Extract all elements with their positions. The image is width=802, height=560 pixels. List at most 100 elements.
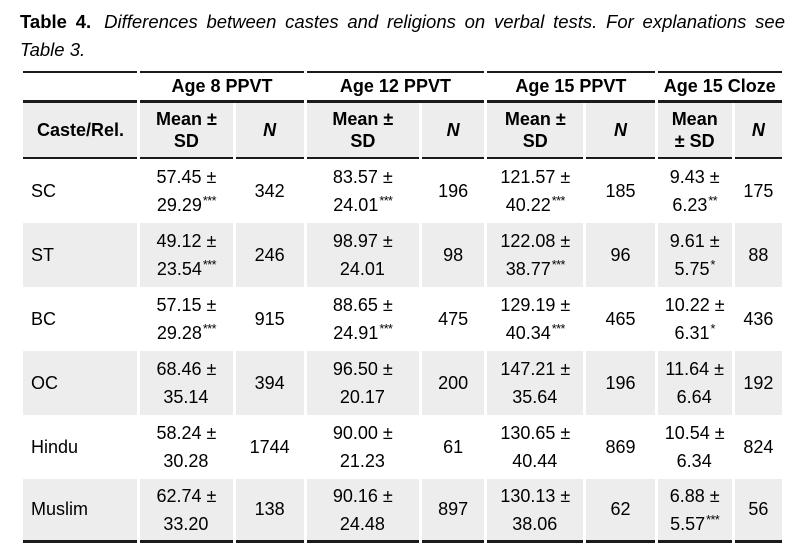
sd-number: 24.01 (333, 195, 379, 215)
n-cell: 61 (443, 436, 464, 457)
significance-stars: *** (202, 194, 217, 208)
n-cell: 196 (586, 351, 655, 415)
sd-value: 29.29*** (140, 189, 232, 217)
sd-value: 6.23** (658, 189, 732, 217)
table-caption-text: Differences between castes and religions… (20, 11, 785, 60)
column-header-caste-rel: Caste/Rel. (23, 103, 138, 159)
n-cell: 192 (734, 351, 782, 415)
table-row: Hindu 58.24 ± 30.28 1744 90.00 ± 21.23 61 130.6… (23, 415, 782, 479)
mean-value: 57.45 ± (156, 167, 217, 187)
significance-stars: *** (551, 322, 566, 336)
n-cell: 200 (422, 351, 485, 415)
sd-number: 38.06 (512, 513, 558, 534)
mean-value: 129.19 ± (500, 295, 571, 315)
mean-value: 9.61 ± (669, 231, 720, 251)
sd-number: 21.23 (339, 451, 385, 471)
mean-value: 11.64 ± (665, 359, 724, 379)
significance-stars: *** (202, 322, 217, 336)
n-cell: 98 (422, 223, 485, 287)
sd-number: 24.01 (339, 259, 385, 279)
sd-value: 24.48 (307, 508, 419, 536)
row-header-caste: BC (31, 308, 57, 329)
table-body: SC 57.45 ±29.29*** 342 83.57 ±24.01*** 196 12… (23, 159, 782, 543)
row-header-caste: Muslim (23, 479, 138, 543)
mean-value: 6.88 ± (669, 485, 720, 506)
mean-sd-cell: 129.19 ± 40.34*** (487, 287, 583, 351)
mean-value: 90.16 ± (332, 485, 393, 506)
mean-sd-cell: 122.08 ±38.77*** (487, 223, 584, 287)
sd-value: 6.64 (658, 381, 732, 409)
n-cell: 96 (586, 223, 655, 287)
table-header: Age 8 PPVT Age 12 PPVT Age 15 PPVT Age 1… (23, 71, 782, 159)
sd-value: 23.54*** (140, 253, 232, 281)
mean-sd-cell: 62.74 ± 33.20 (140, 479, 233, 543)
group-header-age15-ppvt: Age 15 PPVT (487, 71, 655, 103)
mean-sd-cell: 10.54 ± 6.34 (658, 415, 732, 479)
mean-sd-cell: 9.61 ± 5.75* (657, 223, 732, 287)
group-header-row: Age 8 PPVT Age 12 PPVT Age 15 PPVT Age 1… (23, 71, 782, 103)
column-header-mean-sd: Mean ± SD (657, 103, 732, 159)
mean-sd-cell: 83.57 ±24.01*** (307, 159, 419, 223)
mean-value: 62.74 ± (156, 485, 217, 506)
sd-value: 6.31* (658, 317, 732, 345)
sd-value: 24.01*** (307, 189, 419, 217)
mean-value: 10.22 ± (664, 295, 725, 315)
table-caption: Table 4. Differences between castes and r… (20, 8, 785, 64)
mean-value: 130.13 ± (500, 485, 571, 506)
mean-value: 121.57 ± (500, 167, 571, 187)
mean-value: 9.43 ± (669, 167, 720, 187)
sd-value: 21.23 (307, 445, 419, 473)
sd-value: 38.06 (487, 508, 583, 536)
mean-value: 83.57 ± (332, 167, 393, 187)
n-cell: 88 (734, 223, 782, 287)
mean-sd-cell: 98.97 ± 24.01 (306, 223, 419, 287)
n-cell: 869 (605, 436, 636, 457)
sd-value: 40.44 (487, 445, 583, 473)
mean-sd-cell: 10.22 ±6.31* (658, 287, 732, 351)
mean-sd-cell: 6.88 ±5.57*** (657, 479, 732, 543)
mean-sd-cell: 58.24 ± 30.28 (140, 415, 232, 479)
column-header-row: Caste/Rel. Mean ± SD N Mean ± SD N Mean … (23, 103, 782, 159)
sd-value: 30.28 (140, 445, 232, 473)
group-header-age8-ppvt: Age 8 PPVT (140, 71, 304, 103)
significance-stars: *** (551, 258, 566, 272)
n-cell: 436 (743, 308, 774, 329)
results-table: Age 8 PPVT Age 12 PPVT Age 15 PPVT Age 1… (20, 71, 785, 543)
n-cell: 342 (254, 180, 285, 201)
sd-number: 6.23 (672, 195, 708, 215)
column-header-mean-sd: Mean ± SD (306, 103, 419, 159)
sd-value: 24.01 (307, 253, 419, 281)
table-row: SC 57.45 ±29.29*** 342 83.57 ±24.01*** 196 12… (23, 159, 782, 223)
sd-value: 40.22*** (487, 189, 583, 217)
n-cell: 897 (422, 479, 485, 543)
n-cell: 56 (734, 479, 782, 543)
sd-value: 35.14 (140, 381, 232, 409)
sd-number: 5.75 (674, 259, 710, 279)
significance-stars: * (710, 258, 716, 272)
column-header-mean-sd: Mean ± SD (487, 103, 584, 159)
sd-number: 29.29 (156, 195, 202, 215)
mean-value: 98.97 ± (332, 231, 393, 251)
sd-value: 6.34 (658, 445, 732, 473)
column-header-n: N (235, 103, 304, 159)
significance-stars: ** (708, 194, 718, 208)
mean-value: 90.00 ± (332, 423, 393, 443)
mean-sd-cell: 90.16 ± 24.48 (306, 479, 419, 543)
sd-number: 23.54 (156, 259, 202, 279)
mean-value: 122.08 ± (500, 231, 571, 251)
n-cell: 138 (235, 479, 304, 543)
mean-sd-cell: 68.46 ± 35.14 (140, 351, 233, 415)
column-header-n: N (586, 103, 655, 159)
column-header-mean-sd: Mean ± SD (140, 103, 233, 159)
n-cell: 246 (235, 223, 304, 287)
sd-value: 33.20 (140, 508, 232, 536)
table-row: ST 49.12 ±23.54*** 246 98.97 ±24.01 98 122.08… (23, 223, 782, 287)
row-header-caste: Hindu (31, 436, 79, 457)
sd-number: 6.64 (676, 387, 712, 407)
sd-number: 6.31 (674, 323, 710, 343)
document-page: Table 4. Differences between castes and r… (20, 8, 785, 543)
sd-number: 40.34 (505, 323, 551, 343)
mean-value: 57.15 ± (156, 295, 217, 315)
mean-sd-cell: 130.13 ± 38.06 (487, 479, 584, 543)
n-cell: 1744 (249, 436, 290, 457)
